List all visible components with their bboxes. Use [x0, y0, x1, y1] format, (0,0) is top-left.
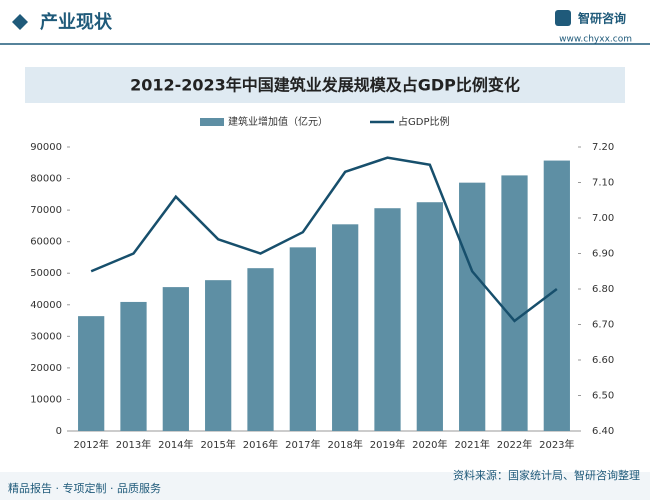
brand-url: www.chyxx.com — [559, 35, 632, 45]
x-tick-label: 2023年 — [539, 438, 574, 451]
y-tick-label: 50000 — [30, 268, 62, 279]
bar — [501, 175, 528, 431]
y2-tick-label: 6.70 — [592, 320, 614, 331]
bar — [289, 247, 316, 431]
y2-tick-label: 6.80 — [592, 284, 614, 295]
bar — [78, 316, 105, 431]
y2-tick-label: 7.10 — [592, 178, 614, 189]
footer-band — [0, 472, 650, 500]
y2-tick-label: 6.50 — [592, 391, 614, 402]
bar — [247, 268, 274, 431]
bar — [416, 202, 443, 431]
line — [90, 156, 558, 323]
y-tick-label: 20000 — [30, 363, 62, 374]
y-tick-label: 90000 — [30, 142, 62, 153]
y-tick-label: 0 — [56, 426, 62, 437]
bar — [459, 182, 486, 431]
brand-name: 智研咨询 — [577, 11, 626, 26]
y2-tick-label: 6.90 — [592, 249, 614, 260]
bar — [332, 224, 359, 431]
bar — [162, 287, 189, 431]
section-title: 产业现状 — [40, 11, 113, 33]
x-tick-label: 2021年 — [454, 438, 489, 451]
legend-label: 占GDP比例 — [398, 115, 449, 128]
footer-source: 资料来源：国家统计局、智研咨询整理 — [453, 468, 640, 482]
bar — [120, 301, 147, 431]
x-tick-label: 2019年 — [370, 438, 405, 451]
x-tick-label: 2012年 — [73, 438, 108, 451]
y-tick-label: 10000 — [30, 394, 62, 405]
x-tick-label: 2022年 — [497, 438, 532, 451]
footer-slogan: 精品报告 · 专项定制 · 品质服务 — [8, 481, 161, 495]
legend-label: 建筑业增加值（亿元） — [228, 115, 328, 128]
bar — [205, 280, 232, 431]
x-tick-label: 2016年 — [243, 438, 278, 451]
chart-title: 2012-2023年中国建筑业发展规模及占GDP比例变化 — [130, 76, 520, 95]
y-tick-label: 80000 — [30, 174, 62, 185]
title-band — [25, 67, 625, 103]
y-tick-label: 60000 — [30, 237, 62, 248]
legend-swatch — [200, 118, 224, 126]
bar — [374, 208, 401, 431]
y2-tick-label: 6.40 — [592, 426, 614, 437]
x-tick-label: 2015年 — [200, 438, 235, 451]
brand-logo — [555, 10, 571, 26]
y2-tick-label: 7.20 — [592, 142, 614, 153]
x-tick-label: 2017年 — [285, 438, 320, 451]
x-tick-label: 2014年 — [158, 438, 193, 451]
y-tick-label: 40000 — [30, 300, 62, 311]
y2-tick-label: 6.60 — [592, 355, 614, 366]
y2-tick-label: 7.00 — [592, 213, 614, 224]
x-tick-label: 2020年 — [412, 438, 447, 451]
y-tick-label: 70000 — [30, 205, 62, 216]
x-tick-label: 2013年 — [116, 438, 151, 451]
y-tick-label: 30000 — [30, 331, 62, 342]
header-icon — [12, 14, 28, 30]
x-tick-label: 2018年 — [327, 438, 362, 451]
